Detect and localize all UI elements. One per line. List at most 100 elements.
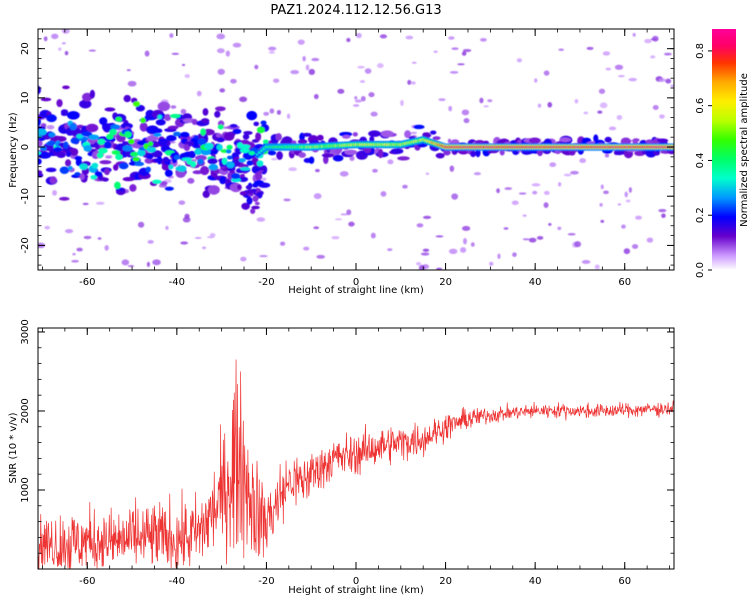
spectrogram-speckle: [567, 233, 576, 236]
spectrogram-cell: [256, 191, 263, 199]
spectrogram-speckle: [522, 214, 527, 217]
spectrogram-cell: [255, 132, 262, 142]
spectrogram-speckle: [461, 225, 471, 231]
spectrogram-cell: [148, 141, 154, 147]
spectrogram-cell: [115, 153, 123, 161]
spectrogram-speckle: [259, 255, 268, 258]
spectrogram-speckle: [379, 34, 388, 39]
spectrogram-speckle: [451, 193, 459, 200]
spectrogram-speckle: [276, 109, 282, 115]
spectrogram-speckle: [650, 55, 656, 59]
snr-xlabel: Height of straight line (km): [288, 585, 424, 596]
spectrogram-cell: [175, 165, 186, 172]
spectrogram-speckle: [58, 47, 62, 51]
spectrogram-speckle: [83, 235, 92, 240]
spectrogram-cell: [94, 171, 103, 177]
spectrogram-speckle: [518, 192, 527, 195]
spectrogram-speckle: [104, 245, 109, 251]
spectrogram-cell: [109, 128, 117, 136]
spectrogram-cell: [229, 124, 238, 128]
spectrogram-cell: [191, 118, 198, 126]
spectrogram-cell: [56, 99, 63, 108]
spectrogram-cell: [207, 158, 218, 165]
spectrogram-cell: [54, 135, 67, 142]
spectrogram-speckle: [240, 256, 247, 262]
snr-panel: -60 -40 -20 0 20 40 60 1000 2000 3000 Height of s…: [8, 319, 675, 596]
spectrogram-speckle: [543, 202, 549, 208]
spectrogram-cell: [113, 164, 119, 171]
spectrogram-cell: [85, 123, 99, 133]
spectrogram-speckle: [380, 191, 387, 197]
spectrogram-speckle: [331, 236, 340, 240]
spectrogram-cell: [135, 104, 145, 112]
spectrogram-cell: [253, 121, 260, 127]
spectrogram-speckle: [516, 58, 522, 63]
spectrogram-speckle: [357, 65, 365, 69]
spectrogram-speckle: [121, 259, 130, 266]
spectrogram-speckle: [581, 260, 591, 264]
spectrogram-cell: [151, 150, 163, 158]
spectrogram-cell: [130, 151, 139, 157]
spectrogram-speckle: [355, 32, 362, 39]
spectrogram-cell: [435, 152, 445, 159]
spectrogram-cell: [88, 134, 100, 140]
spectrogram-cell: [470, 150, 476, 158]
spectrogram-cell: [246, 189, 254, 195]
spectrogram-cell: [216, 144, 223, 151]
spectrogram-cell: [216, 137, 225, 143]
spectrogram-speckle: [194, 236, 202, 239]
spectrogram-cell: [70, 137, 80, 144]
colorbar-gradient: [712, 29, 736, 270]
spectrogram-speckle: [631, 244, 639, 249]
spectrogram-speckle: [658, 208, 667, 213]
spectrogram-cell: [187, 177, 195, 184]
spectrogram-speckle: [583, 111, 589, 115]
spectrogram-speckle: [497, 253, 501, 260]
spectrogram-speckle: [88, 49, 97, 52]
spectrogram-speckle: [422, 215, 432, 219]
spectrogram-cell: [308, 156, 315, 164]
spectrogram-speckle: [311, 57, 320, 62]
spectrogram-cell: [204, 142, 214, 150]
spectrogram-speckle: [146, 261, 151, 268]
spectrogram-speckle: [354, 96, 358, 100]
spectrogram-speckle: [280, 241, 286, 246]
x-tick-label: 0: [353, 576, 359, 587]
spectrogram-cell: [161, 163, 171, 171]
spectrogram-speckle: [346, 209, 352, 216]
spectrogram-xlabel: Height of straight line (km): [288, 285, 424, 296]
spectrogram-cell: [246, 110, 258, 121]
spectrogram-speckle: [489, 261, 494, 266]
x-tick-label: -60: [79, 277, 95, 288]
spectrogram-speckle: [547, 102, 553, 108]
spectrogram-cell: [114, 181, 121, 190]
spectrogram-speckle: [425, 172, 430, 176]
spectrogram-cell: [238, 157, 246, 163]
snr-ticks: -60 -40 -20 0 20 40 60 1000 2000 3000: [20, 319, 674, 587]
x-tick-label: 20: [439, 277, 452, 288]
spectrogram-speckle: [286, 113, 291, 119]
spectrogram-cell: [276, 151, 283, 160]
spectrogram-speckle: [61, 29, 70, 34]
spectrogram-cell: [106, 133, 114, 140]
spectrogram-speckle: [288, 167, 297, 172]
spectrogram-speckle: [407, 79, 412, 85]
spectrogram-speckle: [416, 223, 424, 228]
spectrogram-speckle: [152, 259, 161, 266]
y-tick-label: 3000: [20, 319, 31, 344]
spectrogram-cell: [190, 161, 197, 168]
spectrogram-speckle: [438, 98, 446, 102]
spectrogram-speckle: [449, 165, 455, 172]
spectrogram-cell: [377, 148, 384, 159]
spectrogram-speckle: [614, 64, 624, 70]
spectrogram-speckle: [61, 42, 66, 45]
spectrogram-speckle: [216, 33, 226, 40]
spectrogram-speckle: [239, 96, 248, 103]
spectrogram-speckle: [354, 99, 363, 103]
spectrogram-cell: [528, 137, 541, 144]
y-tick-label: 10: [20, 91, 31, 104]
spectrogram-cell: [242, 133, 250, 140]
spectrogram-cell: [120, 122, 133, 130]
x-tick-label: 60: [618, 576, 631, 587]
spectrogram-speckle: [372, 168, 378, 173]
